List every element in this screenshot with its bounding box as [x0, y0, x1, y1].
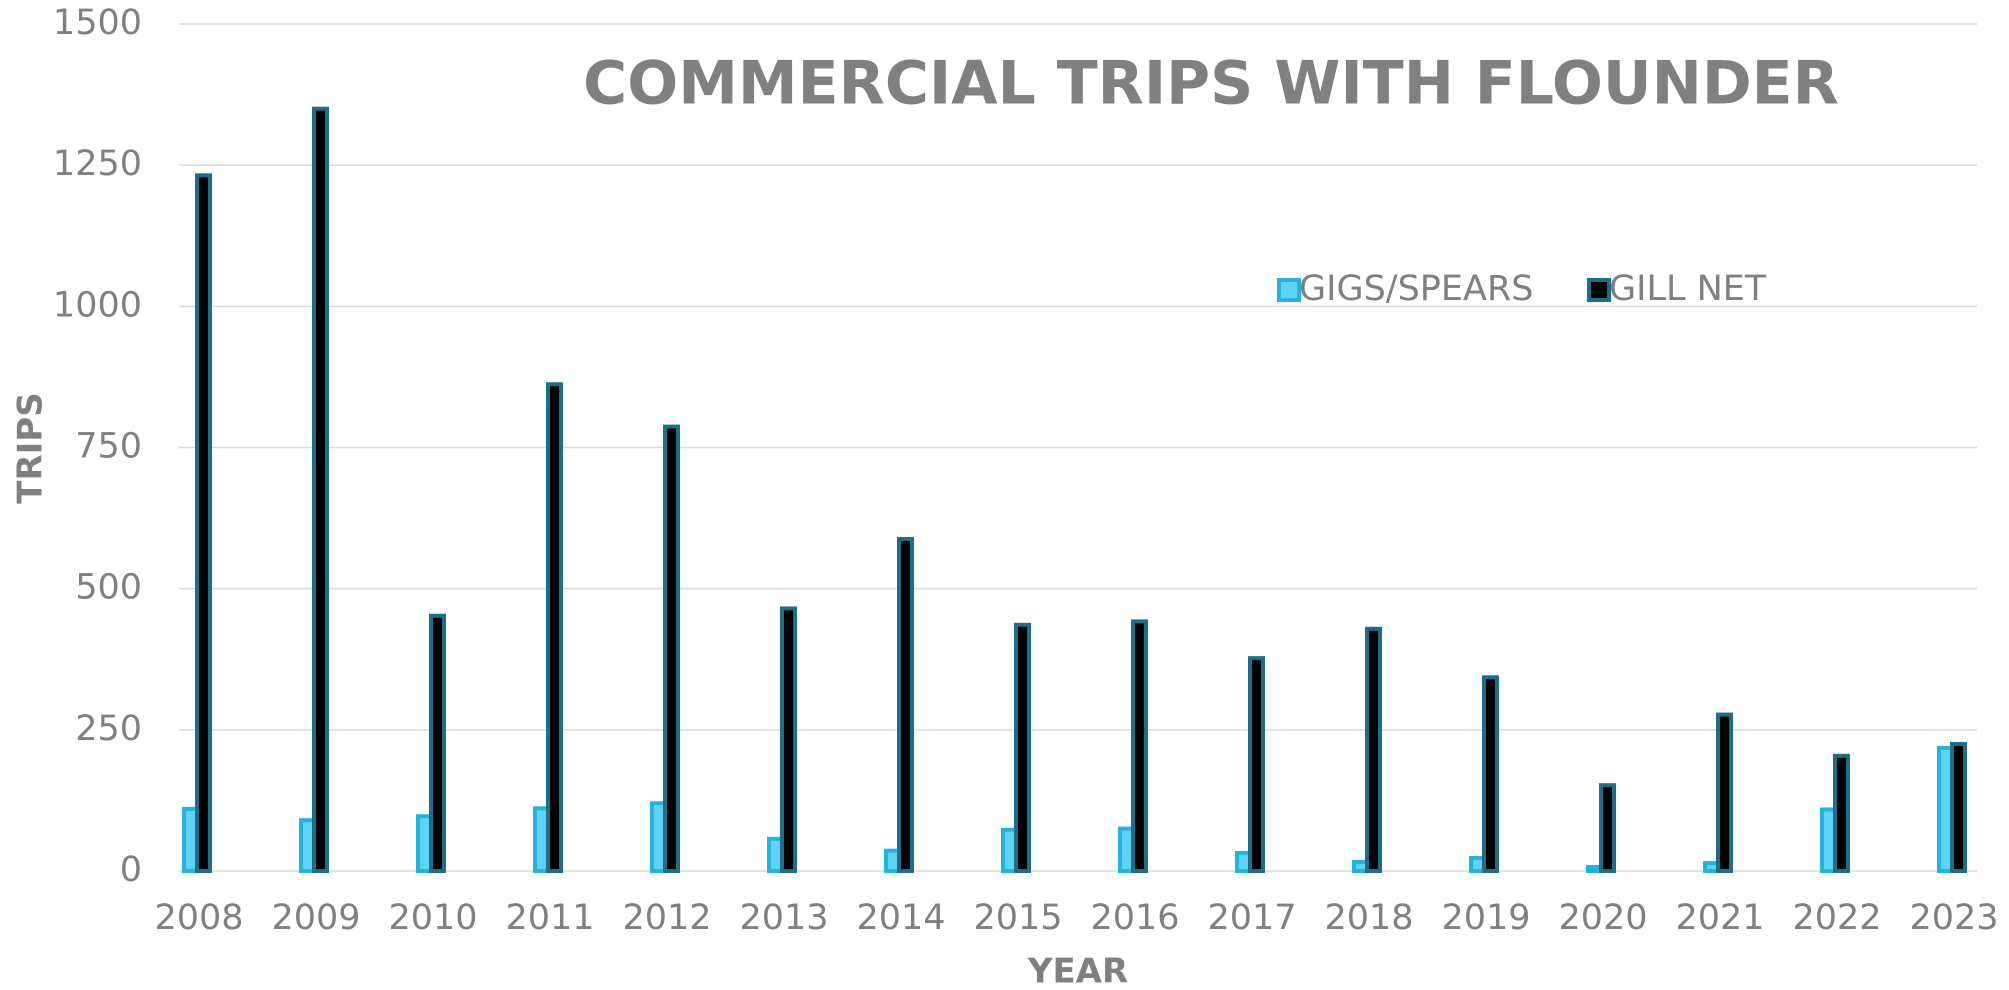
x-tick-label: 2013 [739, 898, 828, 938]
bar [1131, 619, 1148, 874]
bar [780, 606, 797, 873]
x-tick-label: 2018 [1324, 898, 1413, 938]
x-tick-label: 2016 [1090, 898, 1179, 938]
legend-label: GILL NET [1609, 269, 1767, 309]
x-tick-label: 2022 [1792, 898, 1881, 938]
bar [1365, 626, 1382, 873]
bar [1833, 753, 1850, 873]
x-tick-label: 2019 [1441, 898, 1530, 938]
bar [546, 382, 563, 873]
y-tick-label: 750 [75, 427, 142, 467]
bar [1248, 656, 1265, 873]
bar [312, 106, 329, 873]
x-tick-label: 2015 [973, 898, 1062, 938]
x-tick-label: 2011 [505, 898, 594, 938]
y-tick-label: 1250 [53, 144, 142, 184]
x-axis-title: YEAR [1027, 952, 1128, 990]
y-tick-label: 0 [120, 850, 142, 890]
x-tick-label: 2014 [856, 898, 945, 938]
y-axis-title: TRIPS [11, 392, 51, 503]
y-tick-label: 500 [75, 568, 142, 608]
x-tick-label: 2017 [1207, 898, 1296, 938]
x-tick-label: 2020 [1558, 898, 1647, 938]
x-tick-label: 2009 [271, 898, 360, 938]
x-tick-label: 2008 [154, 898, 243, 938]
y-tick-label: 1500 [53, 3, 142, 43]
x-tick-label: 2012 [622, 898, 711, 938]
bar [1482, 675, 1499, 873]
bar [1950, 741, 1967, 874]
bar [663, 424, 680, 873]
bar [1014, 622, 1031, 874]
bar [429, 613, 446, 874]
bar [195, 173, 212, 873]
legend-label: GIGS/SPEARS [1299, 269, 1534, 309]
bar [897, 536, 914, 873]
y-tick-label: 1000 [53, 285, 142, 325]
bar [1599, 783, 1616, 873]
y-tick-label: 250 [75, 709, 142, 749]
x-tick-label: 2010 [388, 898, 477, 938]
chart-title: COMMERCIAL TRIPS WITH FLOUNDER [583, 49, 1839, 119]
x-tick-label: 2021 [1675, 898, 1764, 938]
bar [1716, 712, 1733, 874]
legend-swatch [1277, 278, 1301, 302]
legend-swatch [1587, 278, 1611, 302]
x-tick-label: 2023 [1909, 898, 1998, 938]
